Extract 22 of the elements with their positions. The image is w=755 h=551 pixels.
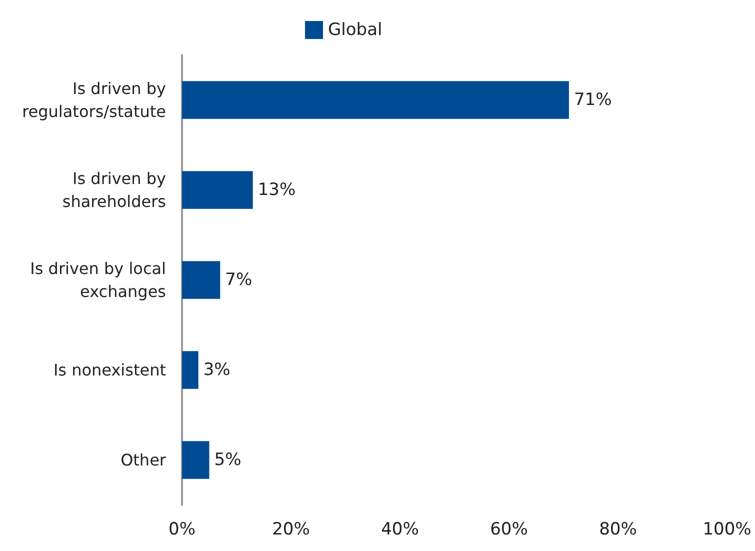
bar — [182, 441, 210, 479]
data-label: 13% — [258, 180, 296, 200]
x-tick-label: 60% — [490, 520, 528, 540]
x-tick-label: 40% — [381, 520, 419, 540]
y-tick-label: Is driven by local exchanges — [30, 259, 166, 301]
data-label: 3% — [203, 360, 230, 380]
y-tick-label: Other — [120, 450, 166, 470]
x-tick-label: 80% — [599, 520, 637, 540]
x-tick-label: 0% — [168, 520, 196, 540]
data-label: 71% — [574, 90, 612, 110]
bar — [182, 81, 569, 119]
x-tick-label: 100% — [702, 520, 752, 540]
x-tick-label: 20% — [272, 520, 310, 540]
y-tick-label: Is nonexistent — [53, 360, 166, 380]
y-tick-label: Is driven by regulators/statute — [22, 79, 166, 121]
bar — [182, 351, 198, 389]
bar — [182, 261, 220, 299]
data-label: 7% — [225, 270, 252, 290]
y-tick-label: Is driven by shareholders — [62, 169, 166, 211]
data-label: 5% — [214, 450, 242, 470]
legend-label: Global — [328, 20, 382, 40]
bar — [182, 171, 253, 209]
